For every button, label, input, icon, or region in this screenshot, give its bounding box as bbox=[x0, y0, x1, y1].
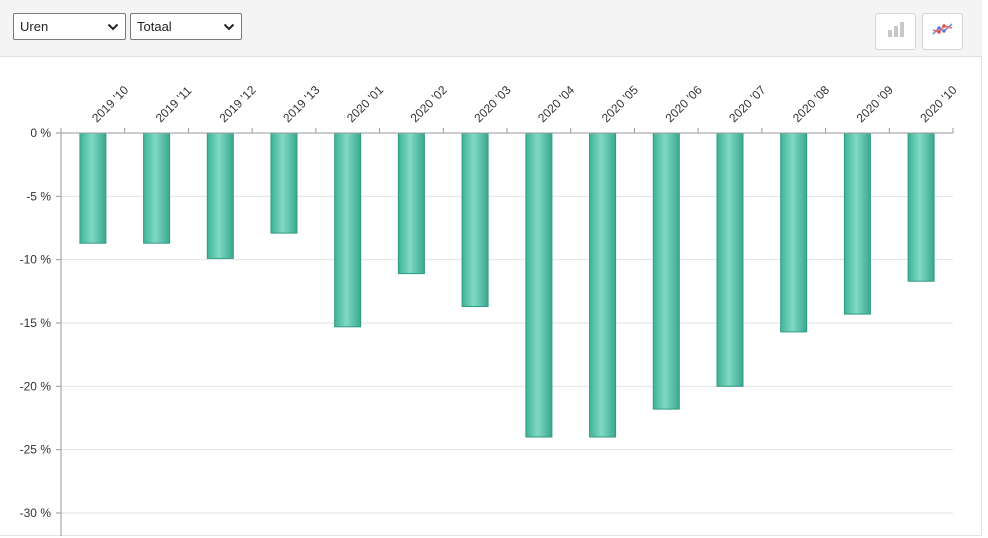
bar bbox=[461, 132, 489, 307]
x-tick-label: 2020 '07 bbox=[726, 83, 768, 125]
x-tick-label: 2020 '01 bbox=[344, 83, 386, 125]
bar bbox=[525, 132, 553, 438]
bar bbox=[907, 132, 935, 282]
bar bbox=[716, 132, 744, 387]
bar bbox=[843, 132, 871, 315]
x-tick-label: 2020 '10 bbox=[917, 83, 959, 125]
bar-chart-button[interactable] bbox=[875, 13, 916, 50]
x-tick-label: 2020 '05 bbox=[599, 83, 641, 125]
y-tick-label: -20 % bbox=[20, 379, 52, 393]
y-tick-label: -25 % bbox=[20, 443, 52, 457]
y-tick-label: -30 % bbox=[20, 506, 52, 520]
y-tick-label: -15 % bbox=[20, 316, 52, 330]
scope-select-value: Totaal bbox=[137, 19, 172, 34]
chevron-down-icon bbox=[223, 14, 235, 39]
bar bbox=[589, 132, 617, 438]
bar bbox=[270, 132, 298, 234]
chevron-down-icon bbox=[107, 14, 119, 39]
bar bbox=[652, 132, 680, 410]
y-tick-label: -10 % bbox=[20, 253, 52, 267]
x-tick-label: 2020 '06 bbox=[663, 83, 705, 125]
x-tick-label: 2020 '04 bbox=[535, 83, 577, 125]
x-tick-label: 2019 '11 bbox=[153, 83, 195, 125]
bar-chart-icon bbox=[885, 20, 907, 43]
metric-select-value: Uren bbox=[20, 19, 49, 34]
bar bbox=[143, 132, 171, 244]
bar bbox=[206, 132, 234, 259]
x-tick-label: 2019 '10 bbox=[89, 83, 131, 125]
scope-select[interactable]: Totaal bbox=[130, 13, 242, 40]
line-chart-button[interactable] bbox=[922, 13, 963, 50]
x-tick-label: 2019 '13 bbox=[280, 83, 322, 125]
bar bbox=[79, 132, 107, 244]
metric-select[interactable]: Uren bbox=[13, 13, 126, 40]
bar bbox=[780, 132, 808, 333]
x-tick-label: 2020 '08 bbox=[790, 83, 832, 125]
x-tick-label: 2020 '09 bbox=[854, 83, 896, 125]
chart-toolbar: Uren Totaal bbox=[0, 0, 982, 57]
bar bbox=[397, 132, 425, 275]
x-tick-label: 2020 '03 bbox=[471, 83, 513, 125]
x-tick-label: 2020 '02 bbox=[408, 83, 450, 125]
y-tick-label: -5 % bbox=[26, 189, 51, 203]
y-tick-label: 0 % bbox=[30, 126, 51, 140]
bar bbox=[334, 132, 362, 328]
bar-chart: 0 % -5 % -10 % -15 % -20 % -25 % -30 % 2019 '10… bbox=[20, 83, 960, 536]
line-chart-icon bbox=[931, 20, 955, 43]
x-tick-label: 2019 '12 bbox=[217, 83, 259, 125]
